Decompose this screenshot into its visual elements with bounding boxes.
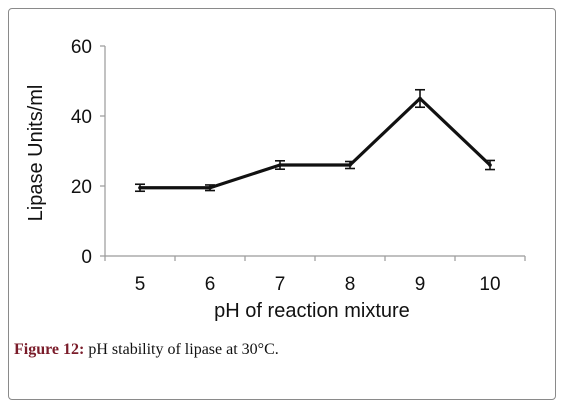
data-point: [278, 163, 282, 167]
x-tick-label: 9: [415, 274, 426, 295]
figure-caption: Figure 12: pH stability of lipase at 30°…: [14, 341, 279, 359]
error-bar: [485, 159, 495, 171]
chart-ticks: 0 20 40 60 5 6 7 8 9 10: [71, 37, 526, 295]
error-bar: [415, 88, 425, 109]
x-tick-label: 10: [479, 274, 500, 295]
data-point: [138, 185, 142, 190]
data-point: [348, 163, 352, 167]
x-tick-label: 7: [275, 274, 286, 295]
error-bar: [345, 160, 355, 170]
figure-caption-text: pH stability of lipase at 30°C.: [84, 341, 279, 358]
x-tick-label: 8: [345, 274, 356, 295]
figure-caption-label: Figure 12:: [14, 341, 85, 358]
data-point: [488, 163, 492, 167]
x-tick-label: 5: [135, 274, 146, 295]
data-point: [208, 185, 212, 190]
chart-axes: [104, 46, 525, 257]
x-axis-label: pH of reaction mixture: [214, 300, 410, 322]
y-axis-label: Lipase Units/ml: [25, 85, 47, 222]
error-bar: [205, 184, 215, 192]
y-tick-label: 60: [71, 37, 92, 58]
y-tick-label: 40: [71, 107, 92, 128]
series-line: [138, 96, 492, 190]
x-tick-label: 6: [205, 274, 216, 295]
y-tick-label: 0: [81, 247, 92, 268]
error-bar: [275, 160, 285, 170]
figure-frame: [8, 8, 556, 400]
chart-series: [135, 88, 495, 193]
error-bar: [135, 183, 145, 193]
data-point: [418, 96, 422, 101]
line-chart: 0 20 40 60 5 6 7 8 9 10 Lipase Units/ml pH of rea…: [25, 37, 526, 322]
y-tick-label: 20: [71, 177, 92, 198]
